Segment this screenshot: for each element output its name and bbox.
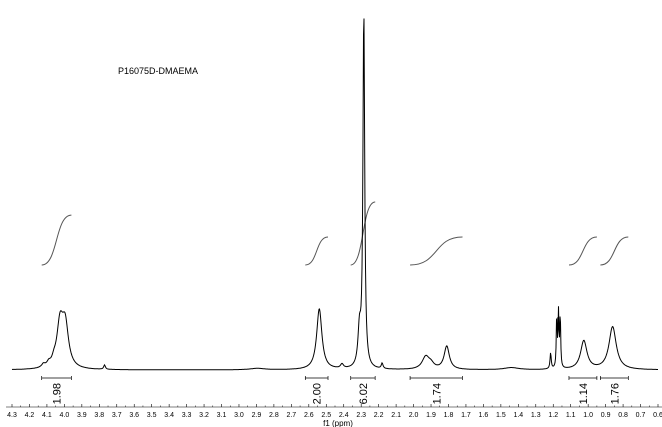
x-tick-label: 1.7 — [461, 412, 471, 419]
x-tick-label: 1.9 — [426, 412, 436, 419]
x-tick-label: 3.8 — [94, 412, 104, 419]
integral-value-label: 1.74 — [431, 383, 443, 404]
x-tick-label: 1.5 — [496, 412, 506, 419]
x-tick-label: 3.9 — [77, 412, 87, 419]
x-tick-label: 2.7 — [286, 412, 296, 419]
integral-curve — [350, 201, 376, 266]
x-tick-label: 2.9 — [252, 412, 262, 419]
x-tick-label: 3.3 — [182, 412, 192, 419]
integral-value-label: 2.00 — [312, 383, 324, 404]
x-tick-label: 2.1 — [391, 412, 401, 419]
x-tick-label: 1.8 — [444, 412, 454, 419]
x-tick-label: 1.0 — [583, 412, 593, 419]
integral-curves — [41, 201, 629, 266]
x-tick-label: 3.4 — [164, 412, 174, 419]
x-tick-label: 1.4 — [513, 412, 523, 419]
x-tick-label: 3.6 — [129, 412, 139, 419]
x-tick-label: 2.2 — [374, 412, 384, 419]
integral-value-label: 6.02 — [358, 383, 370, 404]
x-tick-label: 2.4 — [339, 412, 349, 419]
integral-regions: 1.98 2.00 6.02 1.74 1.14 1.76 — [41, 376, 629, 404]
x-tick-label: 4.1 — [42, 412, 52, 419]
integral-value-label: 1.98 — [52, 383, 64, 404]
x-tick-label: 0.9 — [601, 412, 611, 419]
x-tick-label: 2.6 — [304, 412, 314, 419]
x-tick-label: 0.8 — [618, 412, 628, 419]
x-tick-label: 3.5 — [147, 412, 157, 419]
integral-value-label: 1.14 — [578, 383, 590, 404]
x-tick-label: 3.7 — [112, 412, 122, 419]
chart-title: P16075D-DMAEMA — [118, 66, 198, 76]
integral-curve — [410, 236, 463, 266]
x-tick-label: 0.6 — [653, 412, 662, 419]
spectrum-trace — [11, 18, 658, 371]
x-tick-label: 3.2 — [199, 412, 209, 419]
integral-curve — [305, 236, 329, 266]
x-tick-label: 4.3 — [7, 412, 17, 419]
integral-curve — [568, 236, 597, 266]
x-axis-ticks: 4.3 4.2 4.1 4.0 3.9 3.8 3.7 3.6 3.5 3.4 3.3 3.2 3.1 3… — [7, 404, 662, 419]
x-tick-label: 4.0 — [60, 412, 70, 419]
integral-curve — [41, 214, 72, 266]
x-tick-label: 3.0 — [234, 412, 244, 419]
x-tick-label: 1.6 — [479, 412, 489, 419]
x-axis-label: f1 (ppm) — [323, 419, 353, 427]
x-tick-label: 3.1 — [217, 412, 227, 419]
x-tick-label: 4.2 — [25, 412, 35, 419]
x-tick-label: 2.5 — [321, 412, 331, 419]
x-tick-label: 2.8 — [269, 412, 279, 419]
x-tick-label: 0.7 — [636, 412, 646, 419]
x-tick-label: 1.3 — [531, 412, 541, 419]
x-tick-label: 2.3 — [356, 412, 366, 419]
x-tick-label: 1.1 — [566, 412, 576, 419]
x-tick-label: 1.2 — [548, 412, 558, 419]
integral-curve — [600, 236, 629, 266]
x-tick-label: 2.0 — [409, 412, 419, 419]
integral-value-label: 1.76 — [609, 383, 621, 404]
